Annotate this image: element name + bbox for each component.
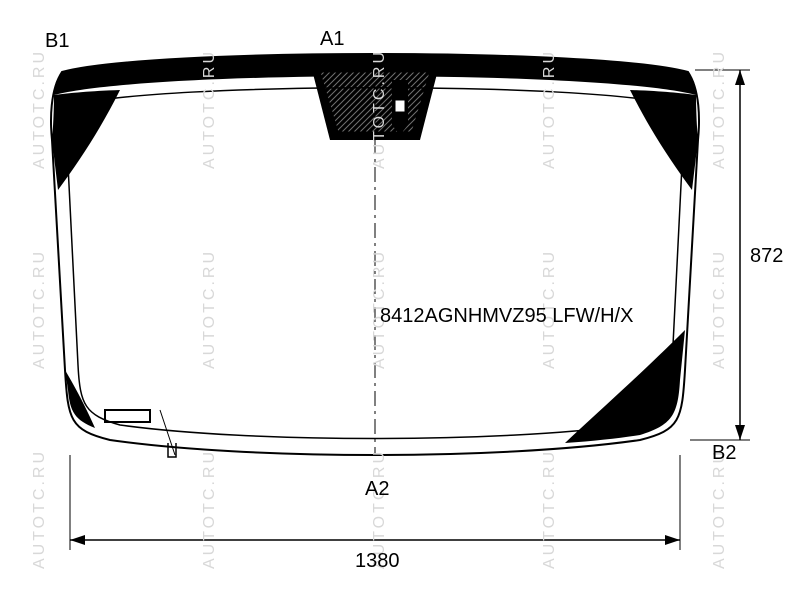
watermark: AUTOTC.RU — [31, 449, 49, 569]
watermark: AUTOTC.RU — [201, 49, 219, 169]
watermark: AUTOTC.RU — [711, 449, 729, 569]
top-right-corner-frit — [630, 90, 698, 190]
watermark: AUTOTC.RU — [541, 449, 559, 569]
label-b1: B1 — [45, 30, 69, 53]
watermark: AUTOTC.RU — [201, 449, 219, 569]
dimension-height-label: 872 — [750, 245, 783, 268]
watermark: AUTOTC.RU — [371, 49, 389, 169]
vin-window — [105, 410, 150, 422]
top-left-corner-frit — [52, 90, 120, 190]
label-a2: A2 — [365, 478, 389, 501]
rain-sensor-connector — [395, 100, 405, 112]
dimension-width-label: 1380 — [355, 550, 400, 573]
part-number: 8412AGNHMVZ95 LFW/H/X — [380, 305, 633, 328]
watermark: AUTOTC.RU — [31, 49, 49, 169]
watermark: AUTOTC.RU — [711, 249, 729, 369]
bottom-right-corner-frit — [565, 330, 685, 443]
watermark: AUTOTC.RU — [711, 49, 729, 169]
watermark: AUTOTC.RU — [31, 249, 49, 369]
label-b2: B2 — [712, 442, 736, 465]
watermark: AUTOTC.RU — [541, 49, 559, 169]
watermark: AUTOTC.RU — [201, 249, 219, 369]
label-a1: A1 — [320, 28, 344, 51]
bottom-left-corner-frit — [65, 370, 95, 428]
